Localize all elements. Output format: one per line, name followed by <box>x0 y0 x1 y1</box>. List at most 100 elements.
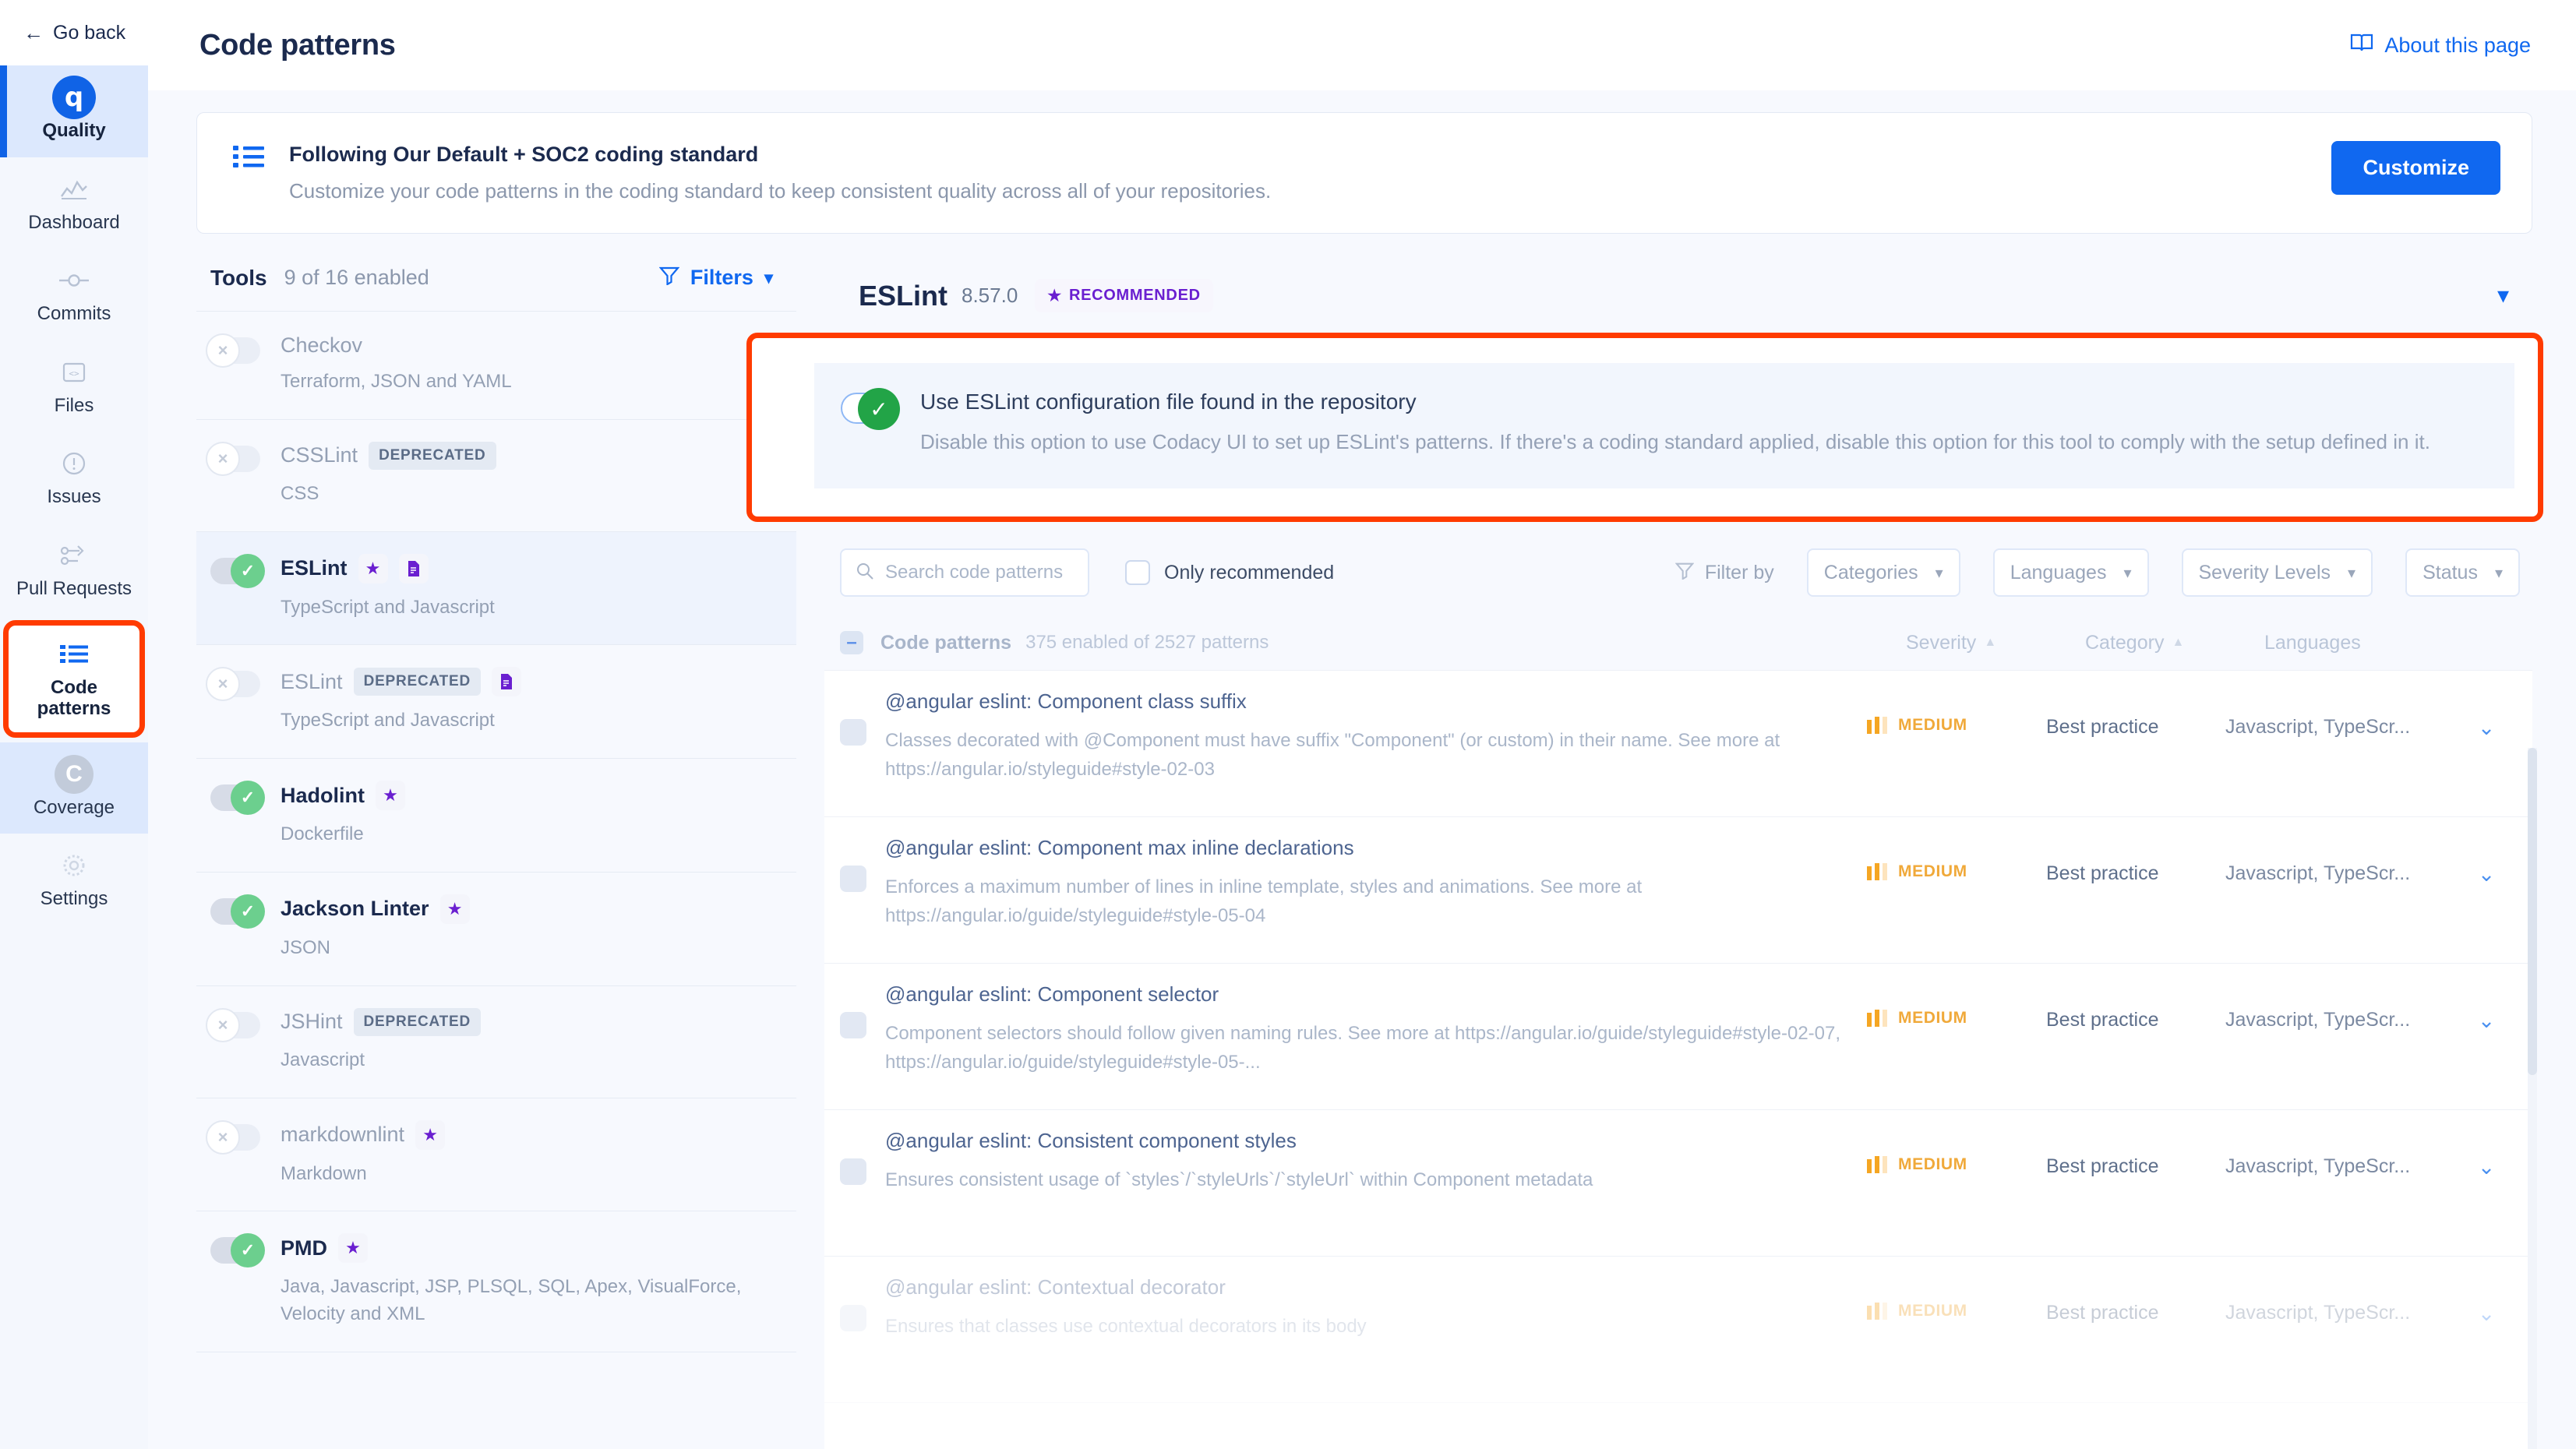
severity-levels-dropdown-label: Severity Levels <box>2198 561 2331 583</box>
search-input[interactable] <box>885 562 1074 583</box>
tool-languages: Dockerfile <box>281 823 364 845</box>
pattern-description: Classes decorated with @Component must h… <box>885 730 1780 781</box>
sidebar-item-quality[interactable]: q Quality <box>0 65 148 157</box>
chevron-down-icon[interactable]: ⌄ <box>2477 716 2496 739</box>
tool-info: ESLint ★ TypeScript and Javascript <box>281 553 495 622</box>
use-eslint-config-toggle[interactable]: ✓ <box>841 388 900 430</box>
tool-row[interactable]: × CSSLint DEPRECATED CSS <box>196 420 796 532</box>
tool-row[interactable]: ✓ PMD ★ Java, Javascript, JSP, PLSQL, SQL, … <box>196 1211 796 1352</box>
tool-enable-toggle[interactable]: × <box>206 1119 260 1155</box>
tool-row[interactable]: × Checkov Terraform, JSON and YAML <box>196 312 796 420</box>
chevron-down-icon[interactable]: ⌄ <box>2477 1155 2496 1179</box>
book-icon <box>2350 33 2373 58</box>
pattern-row[interactable]: @angular eslint: Component class suffix C… <box>824 671 2532 817</box>
vertical-scrollbar[interactable] <box>2528 748 2537 1449</box>
tool-enable-toggle[interactable]: ✓ <box>210 781 265 816</box>
tool-enable-toggle[interactable]: × <box>206 441 260 476</box>
tool-row[interactable]: × JSHint DEPRECATED Javascript <box>196 986 796 1098</box>
tool-detail-version: 8.57.0 <box>962 284 1018 307</box>
pattern-row[interactable]: @angular eslint: Component max inline de… <box>824 817 2532 964</box>
status-dropdown[interactable]: Status ▾ <box>2405 548 2520 597</box>
sidebar-item-label: Quality <box>42 120 106 141</box>
pattern-description: Ensures consistent usage of `styles`/`st… <box>885 1169 1593 1190</box>
pattern-row[interactable]: @angular eslint: Consistent component st… <box>824 1110 2532 1257</box>
tool-enable-toggle[interactable]: ✓ <box>210 1233 265 1268</box>
languages-dropdown-label: Languages <box>2010 561 2107 583</box>
tool-row[interactable]: ✓ ESLint ★ TypeScript and Javascript <box>196 531 796 646</box>
sidebar-item-pull-requests[interactable]: Pull Requests <box>0 524 148 615</box>
tool-name: CSSLint <box>281 443 358 467</box>
tool-name: JSHint <box>281 1010 343 1034</box>
patterns-count: 375 enabled of 2527 patterns <box>1025 632 1269 653</box>
go-back-button[interactable]: ← Go back <box>0 0 148 65</box>
only-recommended-checkbox[interactable] <box>1125 560 1150 585</box>
pattern-checkbox[interactable] <box>840 866 866 892</box>
about-this-page-link[interactable]: About this page <box>2350 33 2531 58</box>
sidebar-item-code-patterns[interactable]: Code patterns <box>3 619 145 738</box>
categories-dropdown[interactable]: Categories ▾ <box>1806 548 1960 597</box>
sidebar-item-files[interactable]: <> Files <box>0 340 148 432</box>
chevron-down-icon[interactable]: ⌄ <box>2477 862 2496 886</box>
tools-header: Tools 9 of 16 enabled Filters ▾ <box>196 265 796 311</box>
scrollbar-thumb[interactable] <box>2528 748 2537 1075</box>
check-icon: ✓ <box>231 894 265 929</box>
check-icon: ✓ <box>231 781 265 816</box>
pattern-severity: MEDIUM <box>1867 1009 2046 1028</box>
pattern-category: Best practice <box>2046 716 2159 738</box>
close-icon: × <box>206 1119 240 1155</box>
chevron-down-icon[interactable]: ⌄ <box>2477 1302 2496 1325</box>
tool-name-line: ESLint DEPRECATED <box>281 667 522 697</box>
pattern-category: Best practice <box>2046 1009 2159 1031</box>
sidebar-item-commits[interactable]: Commits <box>0 249 148 340</box>
tool-enable-toggle[interactable]: ✓ <box>210 894 265 929</box>
tool-row[interactable]: × markdownlint ★ Markdown <box>196 1098 796 1212</box>
columns: Tools 9 of 16 enabled Filters ▾ × Checkov… <box>196 265 2543 1449</box>
col-severity[interactable]: Severity ▲ <box>1906 632 2085 654</box>
filter-by-label-wrap: Filter by <box>1674 561 1774 585</box>
coverage-c-badge-icon: C <box>55 754 94 794</box>
select-all-checkbox[interactable]: – <box>840 631 863 654</box>
search-code-patterns-box[interactable] <box>840 548 1089 597</box>
col-category[interactable]: Category ▲ <box>2085 632 2264 654</box>
star-icon: ★ <box>439 894 470 924</box>
pattern-description: Component selectors should follow given … <box>885 1023 1841 1074</box>
customize-button[interactable]: Customize <box>2331 141 2500 195</box>
tool-enable-toggle[interactable]: × <box>206 1007 260 1042</box>
close-icon: × <box>206 1007 240 1042</box>
tool-name-line: PMD ★ <box>281 1233 781 1264</box>
tool-name-line: Checkov <box>281 333 512 358</box>
sidebar-item-dashboard[interactable]: Dashboard <box>0 157 148 249</box>
tool-row[interactable]: × ESLint DEPRECATED TypeScript and Javascri… <box>196 645 796 760</box>
star-icon: ★ <box>338 1233 368 1264</box>
pattern-row[interactable]: @angular eslint: Component selector Compo… <box>824 964 2532 1110</box>
pattern-checkbox[interactable] <box>840 1012 866 1038</box>
only-recommended-checkbox-wrap[interactable]: Only recommended <box>1125 560 1334 585</box>
sidebar-item-settings[interactable]: Settings <box>0 834 148 925</box>
pattern-checkbox[interactable] <box>840 1158 866 1185</box>
sidebar-item-issues[interactable]: Issues <box>0 432 148 524</box>
tool-name-line: Hadolint ★ <box>281 781 405 811</box>
tool-row[interactable]: ✓ Jackson Linter ★ JSON <box>196 873 796 986</box>
languages-dropdown[interactable]: Languages ▾ <box>1992 548 2149 597</box>
tool-enable-toggle[interactable]: × <box>206 333 260 368</box>
filters-button[interactable]: Filters ▾ <box>658 265 773 291</box>
pattern-row[interactable]: @angular eslint: Contextual decorator Ens… <box>824 1257 2532 1403</box>
col-severity-label: Severity <box>1906 631 1977 654</box>
tool-enable-toggle[interactable]: ✓ <box>210 553 265 588</box>
pattern-checkbox[interactable] <box>840 719 866 746</box>
severity-label: MEDIUM <box>1898 1009 1967 1027</box>
chart-line-icon <box>60 175 88 204</box>
chevron-down-icon[interactable]: ⌄ <box>2477 1009 2496 1032</box>
col-category-label: Category <box>2085 631 2165 654</box>
chevron-down-icon: ▾ <box>2494 564 2503 582</box>
chevron-down-icon[interactable]: ▾ <box>2497 283 2509 308</box>
tool-detail-header: ESLint 8.57.0 ★ RECOMMENDED ▾ <box>824 265 2532 333</box>
severity-levels-dropdown[interactable]: Severity Levels ▾ <box>2181 548 2373 597</box>
severity-label: MEDIUM <box>1898 862 1967 880</box>
recommended-badge-label: RECOMMENDED <box>1068 287 1201 304</box>
tool-enable-toggle[interactable]: × <box>206 667 260 702</box>
sidebar-item-coverage[interactable]: C Coverage <box>0 742 148 834</box>
pattern-severity: MEDIUM <box>1867 1155 2046 1174</box>
tool-row[interactable]: ✓ Hadolint ★ Dockerfile <box>196 759 796 873</box>
pattern-checkbox[interactable] <box>840 1305 866 1331</box>
